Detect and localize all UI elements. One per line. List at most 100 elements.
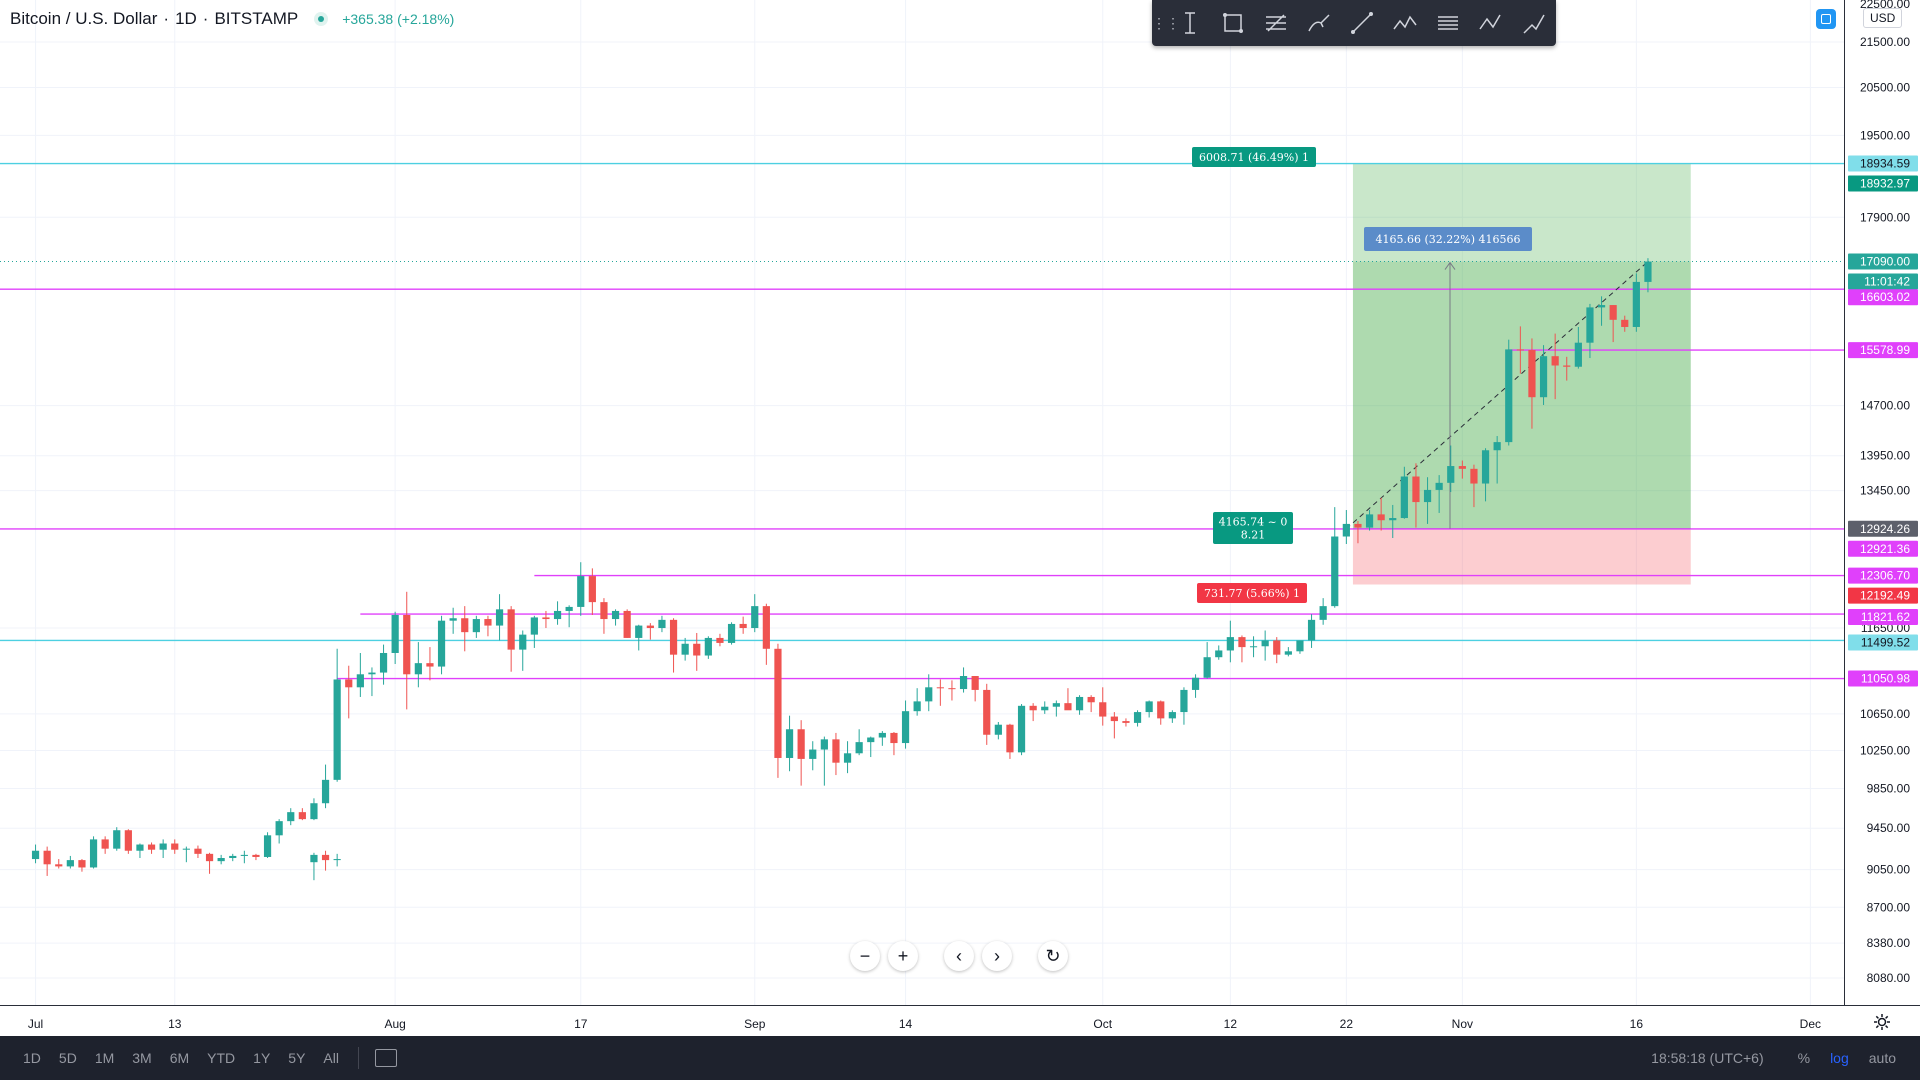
candle-body[interactable] — [623, 610, 631, 638]
interval-5d[interactable]: 5D — [58, 1050, 77, 1066]
candle-body[interactable] — [333, 859, 341, 861]
calendar-icon[interactable] — [374, 1049, 397, 1067]
candle-body[interactable] — [1644, 261, 1652, 282]
candle-body[interactable] — [391, 614, 399, 653]
candle-body[interactable] — [426, 663, 434, 667]
candle-body[interactable] — [1354, 523, 1362, 528]
price-axis-tag[interactable] — [1848, 520, 1918, 537]
candle-body[interactable] — [1389, 518, 1397, 521]
candle-body[interactable] — [1191, 677, 1200, 690]
stop-label[interactable]: 731.77 (5.66%) 1 — [1197, 583, 1307, 603]
reset-chart-button[interactable]: ↻ — [1038, 941, 1068, 971]
candle-body[interactable] — [948, 688, 956, 690]
candle-body[interactable] — [658, 619, 666, 629]
candle-body[interactable] — [693, 643, 701, 656]
fib-tool-icon[interactable] — [1254, 0, 1297, 46]
candle-body[interactable] — [855, 742, 863, 754]
candle-body[interactable] — [983, 689, 991, 735]
candle-body[interactable] — [971, 676, 979, 690]
candle-body[interactable] — [437, 620, 446, 667]
path-tool-icon[interactable] — [1512, 0, 1555, 46]
candle-body[interactable] — [600, 602, 608, 620]
interval-label[interactable]: 1D — [175, 9, 197, 28]
candle-body[interactable] — [1505, 349, 1513, 443]
candle-body[interactable] — [1296, 640, 1304, 652]
candle-body[interactable] — [1621, 319, 1629, 327]
candle-body[interactable] — [356, 674, 364, 688]
candle-body[interactable] — [78, 860, 86, 868]
candle-body[interactable] — [704, 637, 712, 656]
candle-body[interactable] — [1029, 705, 1037, 711]
candle-body[interactable] — [461, 618, 469, 633]
price-axis-tag[interactable] — [1848, 634, 1918, 651]
candle-body[interactable] — [414, 663, 422, 675]
candle-body[interactable] — [1145, 701, 1153, 713]
candle-body[interactable] — [182, 848, 190, 850]
candle-body[interactable] — [901, 711, 910, 744]
compare-button-icon[interactable] — [1816, 9, 1836, 29]
candle-body[interactable] — [240, 854, 248, 856]
price-axis-tag[interactable] — [1848, 273, 1918, 290]
zoom-out-button[interactable]: − — [850, 941, 880, 971]
pattern-tool-icon[interactable] — [1383, 0, 1426, 46]
candle-body[interactable] — [252, 854, 260, 857]
candle-body[interactable] — [1516, 349, 1524, 351]
scroll-left-button[interactable]: ‹ — [944, 941, 974, 971]
candle-body[interactable] — [1412, 476, 1420, 503]
candle-body[interactable] — [936, 687, 944, 689]
interval-6m[interactable]: 6M — [169, 1050, 190, 1066]
candle-body[interactable] — [171, 843, 179, 850]
candle-body[interactable] — [1458, 466, 1466, 469]
candle-body[interactable] — [345, 679, 353, 688]
interval-5y[interactable]: 5Y — [288, 1050, 306, 1066]
candle-body[interactable] — [716, 637, 724, 643]
interval-1d[interactable]: 1D — [23, 1050, 41, 1066]
candle-body[interactable] — [1087, 696, 1095, 703]
candle-body[interactable] — [472, 619, 480, 633]
candle-body[interactable] — [1586, 307, 1594, 343]
candle-body[interactable] — [1284, 651, 1292, 655]
candle-body[interactable] — [136, 844, 144, 851]
interval-all[interactable]: All — [323, 1050, 339, 1066]
candle-body[interactable] — [1099, 702, 1107, 717]
trend-line-tool-icon[interactable] — [1340, 0, 1383, 46]
candle-body[interactable] — [925, 687, 933, 702]
candle-body[interactable] — [1563, 365, 1571, 367]
candle-body[interactable] — [1203, 657, 1211, 678]
candle-body[interactable] — [1470, 468, 1478, 484]
abcd-pattern-tool-icon[interactable] — [1469, 0, 1512, 46]
candle-body[interactable] — [1249, 646, 1258, 648]
candle-body[interactable] — [878, 732, 886, 738]
candle-body[interactable] — [994, 724, 1002, 735]
price-axis-tag[interactable] — [1848, 609, 1918, 626]
candle-body[interactable] — [507, 609, 515, 650]
price-axis-tag[interactable] — [1848, 155, 1918, 172]
candle-body[interactable] — [1006, 724, 1014, 753]
candle-body[interactable] — [1261, 640, 1269, 647]
candle-body[interactable] — [1377, 514, 1385, 521]
candle-body[interactable] — [403, 614, 411, 675]
zoom-in-button[interactable]: + — [888, 941, 918, 971]
candle-body[interactable] — [820, 739, 828, 750]
candle-body[interactable] — [751, 606, 759, 629]
price-axis-tag[interactable] — [1848, 253, 1918, 270]
candle-body[interactable] — [1226, 637, 1234, 651]
candle-body[interactable] — [368, 672, 376, 675]
candle-body[interactable] — [310, 854, 318, 863]
price-axis-tag[interactable] — [1848, 342, 1918, 359]
price-axis-tag[interactable] — [1848, 567, 1918, 584]
candle-body[interactable] — [646, 625, 654, 629]
drag-handle-icon[interactable]: ⋮⋮ — [1152, 14, 1180, 31]
candle-body[interactable] — [205, 853, 214, 862]
candle-body[interactable] — [1400, 476, 1408, 519]
candle-body[interactable] — [89, 839, 98, 868]
candle-body[interactable] — [1528, 350, 1536, 398]
candle-body[interactable] — [890, 732, 898, 744]
target-label[interactable]: 6008.71 (46.49%) 1 — [1192, 147, 1316, 167]
candle-body[interactable] — [519, 634, 527, 650]
candle-body[interactable] — [495, 609, 504, 626]
candle-body[interactable] — [959, 676, 968, 690]
candle-body[interactable] — [1423, 489, 1432, 503]
candle-body[interactable] — [66, 860, 74, 867]
candle-body[interactable] — [1052, 703, 1060, 707]
